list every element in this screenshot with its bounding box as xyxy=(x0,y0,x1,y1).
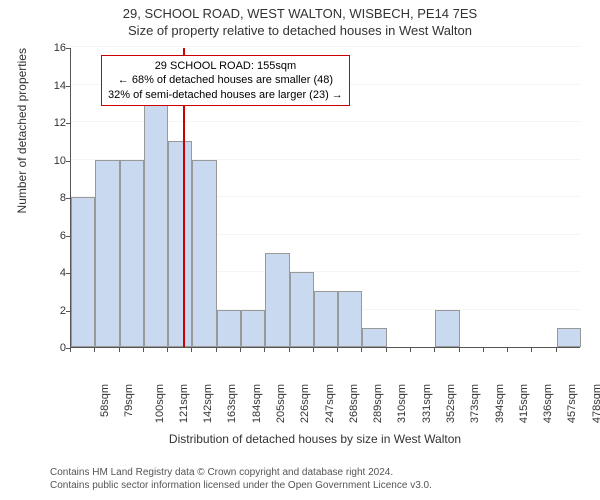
y-tick-mark xyxy=(66,311,70,312)
callout-line-1: 29 SCHOOL ROAD: 155sqm xyxy=(108,59,343,73)
gridline xyxy=(71,46,580,47)
x-tick-label: 394sqm xyxy=(494,384,506,423)
histogram-bar xyxy=(95,160,119,348)
histogram-bar xyxy=(265,253,289,347)
y-tick-label: 14 xyxy=(36,80,66,92)
x-tick-mark xyxy=(216,348,217,352)
footer-line-1: Contains HM Land Registry data © Crown c… xyxy=(50,466,432,479)
x-tick-mark xyxy=(240,348,241,352)
x-tick-label: 331sqm xyxy=(421,384,433,423)
callout-line-2: ← 68% of detached houses are smaller (48… xyxy=(108,73,343,87)
y-tick-mark xyxy=(66,123,70,124)
x-tick-label: 289sqm xyxy=(372,384,384,423)
x-tick-mark xyxy=(313,348,314,352)
histogram-bar xyxy=(290,272,314,347)
x-tick-label: 373sqm xyxy=(469,384,481,423)
x-tick-mark xyxy=(507,348,508,352)
y-tick-label: 16 xyxy=(36,42,66,54)
footer-attribution: Contains HM Land Registry data © Crown c… xyxy=(50,466,432,492)
histogram-bar xyxy=(557,328,581,347)
x-tick-label: 58sqm xyxy=(99,384,111,417)
y-tick-label: 10 xyxy=(36,155,66,167)
x-tick-label: 226sqm xyxy=(299,384,311,423)
x-tick-mark xyxy=(361,348,362,352)
x-tick-mark xyxy=(191,348,192,352)
x-tick-label: 184sqm xyxy=(251,384,263,423)
histogram-bar xyxy=(338,291,362,347)
x-tick-label: 142sqm xyxy=(202,384,214,423)
x-tick-label: 121sqm xyxy=(178,384,190,423)
x-tick-mark xyxy=(556,348,557,352)
y-tick-mark xyxy=(66,161,70,162)
y-axis-label: Number of detached properties xyxy=(15,48,29,213)
x-tick-mark xyxy=(434,348,435,352)
callout-box: 29 SCHOOL ROAD: 155sqm← 68% of detached … xyxy=(101,55,350,106)
y-tick-mark xyxy=(66,236,70,237)
x-tick-mark xyxy=(483,348,484,352)
x-axis-label: Distribution of detached houses by size … xyxy=(50,432,580,446)
x-tick-label: 436sqm xyxy=(542,384,554,423)
x-tick-mark xyxy=(289,348,290,352)
histogram-bar xyxy=(217,310,241,348)
y-tick-label: 6 xyxy=(36,230,66,242)
x-tick-label: 100sqm xyxy=(154,384,166,423)
y-tick-label: 8 xyxy=(36,192,66,204)
y-tick-mark xyxy=(66,86,70,87)
x-tick-mark xyxy=(119,348,120,352)
page-title-sub: Size of property relative to detached ho… xyxy=(0,21,600,38)
page-title-main: 29, SCHOOL ROAD, WEST WALTON, WISBECH, P… xyxy=(0,0,600,21)
x-tick-mark xyxy=(143,348,144,352)
x-tick-mark xyxy=(264,348,265,352)
x-tick-mark xyxy=(337,348,338,352)
y-tick-label: 12 xyxy=(36,117,66,129)
y-tick-label: 2 xyxy=(36,305,66,317)
footer-line-2: Contains public sector information licen… xyxy=(50,479,432,492)
x-tick-label: 457sqm xyxy=(567,384,579,423)
y-tick-label: 0 xyxy=(36,342,66,354)
plot-area: 29 SCHOOL ROAD: 155sqm← 68% of detached … xyxy=(70,48,580,348)
x-tick-mark xyxy=(386,348,387,352)
x-tick-label: 205sqm xyxy=(275,384,287,423)
x-tick-label: 415sqm xyxy=(518,384,530,423)
histogram-bar xyxy=(168,141,192,347)
x-tick-mark xyxy=(459,348,460,352)
callout-line-3: 32% of semi-detached houses are larger (… xyxy=(108,88,343,102)
histogram-bar xyxy=(435,310,459,348)
histogram-bar xyxy=(71,197,95,347)
histogram-bar xyxy=(192,160,216,348)
x-tick-mark xyxy=(94,348,95,352)
y-tick-mark xyxy=(66,48,70,49)
x-tick-label: 478sqm xyxy=(591,384,600,423)
y-tick-mark xyxy=(66,273,70,274)
x-tick-label: 163sqm xyxy=(227,384,239,423)
x-tick-mark xyxy=(167,348,168,352)
x-tick-label: 352sqm xyxy=(445,384,457,423)
histogram-bar xyxy=(362,328,386,347)
x-tick-label: 268sqm xyxy=(348,384,360,423)
y-tick-mark xyxy=(66,198,70,199)
x-tick-label: 79sqm xyxy=(123,384,135,417)
x-tick-mark xyxy=(70,348,71,352)
chart-container: Number of detached properties 29 SCHOOL … xyxy=(50,48,580,398)
x-tick-label: 310sqm xyxy=(397,384,409,423)
x-tick-mark xyxy=(531,348,532,352)
x-tick-label: 247sqm xyxy=(324,384,336,423)
histogram-bar xyxy=(241,310,265,348)
y-tick-label: 4 xyxy=(36,267,66,279)
histogram-bar xyxy=(120,160,144,348)
histogram-bar xyxy=(314,291,338,347)
histogram-bar xyxy=(144,103,168,347)
x-tick-mark xyxy=(410,348,411,352)
